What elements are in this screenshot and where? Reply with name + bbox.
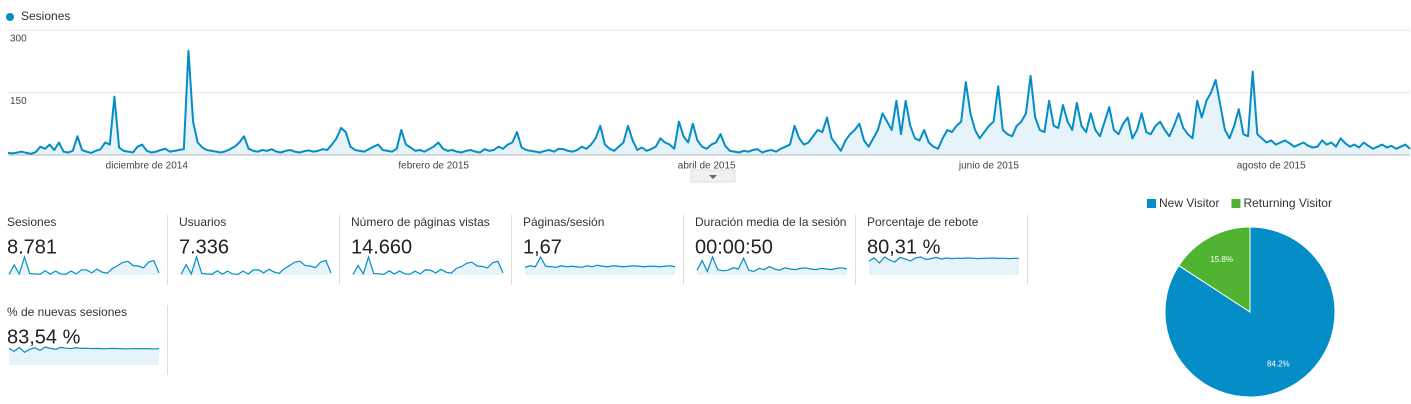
metric-label: Usuarios [179, 215, 226, 229]
legend-label: Returning Visitor [1243, 196, 1332, 210]
x-tick-label: junio de 2015 [958, 161, 1019, 172]
metric-value: 83,54 % [7, 326, 81, 348]
metric-value: 00:00:50 [695, 236, 773, 258]
metric-value: 1,67 [523, 236, 562, 258]
series-area [8, 50, 1410, 155]
sparkline-area [9, 257, 159, 275]
sparkline-area [353, 257, 503, 275]
sparkline [8, 254, 160, 276]
x-tick-label: febrero de 2015 [398, 161, 469, 172]
y-tick-label: 300 [10, 34, 27, 45]
x-tick-label: diciembre de 2014 [106, 161, 189, 172]
legend-dot [6, 13, 14, 21]
metric-label: Sesiones [7, 215, 56, 229]
metric-label: Páginas/sesión [523, 215, 604, 229]
metric-label: Porcentaje de rebote [867, 215, 979, 229]
sparkline [180, 254, 332, 276]
legend-label: Sesiones [21, 9, 70, 23]
sparkline-area [869, 257, 1019, 275]
metric-value: 7.336 [179, 236, 229, 258]
sparkline [352, 254, 504, 276]
legend-label: New Visitor [1159, 196, 1219, 210]
pie-slice [1178, 226, 1251, 313]
sparkline [696, 255, 848, 273]
sparkline [8, 346, 160, 354]
metric-value: 8.781 [7, 236, 57, 258]
legend-swatch [1147, 199, 1156, 208]
slice-label: 84.2% [1267, 359, 1290, 368]
sparkline-area [9, 347, 159, 365]
metric-value: 80,31 % [867, 236, 941, 258]
x-tick-label: abril de 2015 [678, 161, 736, 172]
metric-label: % de nuevas sesiones [7, 305, 127, 319]
metric-value: 14.660 [351, 236, 412, 258]
y-tick-label: 150 [10, 96, 27, 107]
series-line [7, 49, 1411, 155]
sparkline [868, 256, 1020, 264]
collapse-tab[interactable] [690, 169, 736, 183]
sparkline-area [181, 257, 331, 275]
x-tick-label: agosto de 2015 [1237, 161, 1306, 172]
legend-swatch [1231, 199, 1241, 208]
slice-label: 15.8% [1210, 255, 1233, 264]
sparkline-area [697, 257, 847, 275]
sparkline [524, 255, 676, 268]
metric-label: Número de páginas vistas [351, 215, 490, 229]
collapse-arrow [709, 175, 717, 179]
metric-label: Duración media de la sesión [695, 215, 846, 229]
